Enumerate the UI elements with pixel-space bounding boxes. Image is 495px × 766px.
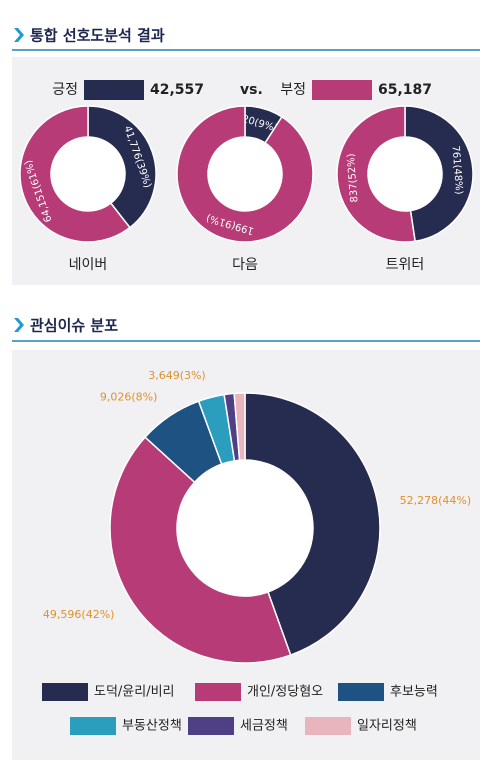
section-title: 통합 선호도분석 결과 bbox=[30, 27, 165, 45]
legend-label: 도덕/윤리/비리 bbox=[94, 685, 175, 700]
donut-hole bbox=[177, 460, 313, 596]
section-title: 관심이슈 분포 bbox=[30, 317, 118, 335]
legend-swatch bbox=[70, 717, 116, 735]
legend-swatch bbox=[305, 717, 351, 735]
legend-label: 후보능력 bbox=[390, 685, 438, 700]
data-label: 761(48%) bbox=[450, 145, 465, 195]
legend-swatch bbox=[195, 683, 241, 701]
legend-label: 개인/정당혐오 bbox=[247, 685, 323, 700]
legend-swatch bbox=[42, 683, 88, 701]
legend-swatch bbox=[312, 80, 372, 100]
pie-slice bbox=[19, 105, 131, 243]
data-label: 837(52%) bbox=[346, 153, 361, 203]
data-label: 52,278(44%) bbox=[400, 494, 472, 507]
legend-label: 세금정책 bbox=[240, 719, 288, 734]
chart-label: 네이버 bbox=[69, 257, 108, 273]
legend-total: 65,187 bbox=[378, 82, 432, 98]
section-icon bbox=[14, 28, 24, 42]
legend-label: 부정 bbox=[280, 82, 306, 98]
legend-label: 일자리정책 bbox=[357, 719, 417, 734]
data-label: 49,596(42%) bbox=[43, 608, 115, 621]
legend-total: 42,557 bbox=[150, 82, 204, 98]
legend-label: 부동산정책 bbox=[122, 719, 182, 734]
legend-swatch bbox=[188, 717, 234, 735]
legend-swatch bbox=[338, 683, 384, 701]
vs-label: vs. bbox=[240, 82, 263, 98]
donut-hole bbox=[368, 137, 442, 211]
donut-hole bbox=[51, 137, 125, 211]
chart-label: 트위터 bbox=[386, 257, 425, 273]
data-label: 9,026(8%) bbox=[100, 391, 158, 404]
chart-label: 다음 bbox=[232, 257, 258, 273]
donut-hole bbox=[208, 137, 282, 211]
section-icon bbox=[14, 318, 24, 332]
legend-swatch bbox=[84, 80, 144, 100]
legend-label: 긍정 bbox=[52, 82, 78, 98]
data-label: 3,649(3%) bbox=[148, 369, 206, 382]
